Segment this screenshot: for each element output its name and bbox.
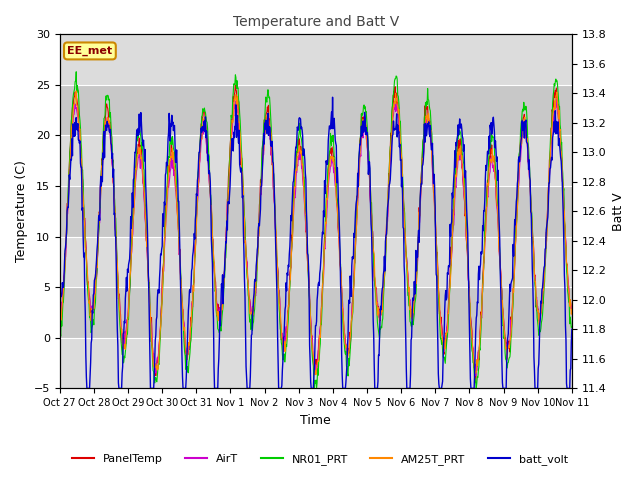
Title: Temperature and Batt V: Temperature and Batt V [232,15,399,29]
Bar [60,135,572,186]
X-axis label: Time: Time [300,414,331,427]
Bar [60,85,572,135]
Bar [60,35,572,85]
Bar [60,237,572,287]
Text: EE_met: EE_met [67,46,113,56]
Bar [60,338,572,388]
Y-axis label: Batt V: Batt V [612,192,625,231]
Legend: PanelTemp, AirT, NR01_PRT, AM25T_PRT, batt_volt: PanelTemp, AirT, NR01_PRT, AM25T_PRT, ba… [68,450,572,469]
Bar [60,186,572,237]
Bar [60,287,572,338]
Y-axis label: Temperature (C): Temperature (C) [15,160,28,262]
